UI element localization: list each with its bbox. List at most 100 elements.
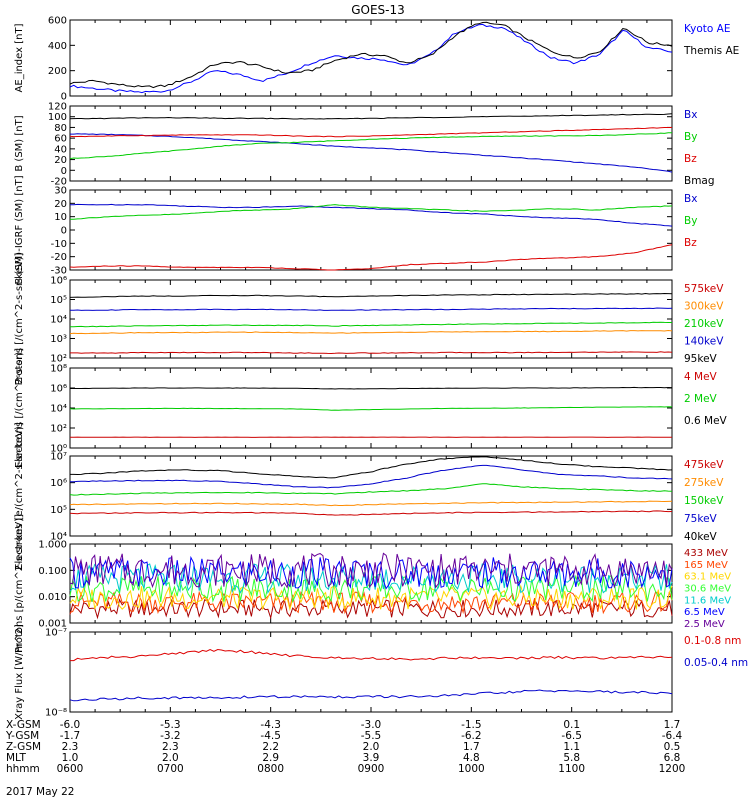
date-label: 2017 May 22 bbox=[6, 786, 74, 798]
y-tick-label: 0.010 bbox=[38, 592, 67, 603]
footer-value: -1.7 bbox=[60, 730, 81, 742]
y-tick-label: 10³ bbox=[50, 334, 67, 345]
legend-entry: 75keV bbox=[684, 513, 718, 525]
footer-row-label: Z-GSM bbox=[6, 741, 41, 753]
y-tick-label: 10⁴ bbox=[50, 532, 67, 543]
y-tick-label: 10⁶ bbox=[50, 384, 67, 395]
legend-entry: 150keV bbox=[684, 495, 724, 507]
legend-entry: Themis AE bbox=[683, 45, 739, 57]
panel-5: 10⁰ 10² 10⁴ 10⁶ 10⁸ Electrons [/(cm^2-s-sr)] 4… bbox=[14, 348, 728, 468]
legend-entry: 30.6 MeV bbox=[684, 584, 731, 595]
y-tick-label: 600 bbox=[48, 16, 67, 27]
series-line-by bbox=[70, 204, 673, 220]
footer-row-label: MLT bbox=[6, 752, 26, 764]
y-tick-label: 10⁴ bbox=[50, 315, 67, 326]
y-tick-label: 80 bbox=[54, 123, 67, 134]
panel-frame bbox=[69, 279, 673, 359]
y-tick-label: -30 bbox=[51, 266, 67, 277]
y-tick-label: 10⁴ bbox=[50, 404, 67, 415]
legend-entry: 300keV bbox=[684, 301, 724, 313]
y-tick-label: 200 bbox=[48, 66, 67, 77]
y-axis-label: Protons [p/(cm^2-s-sr-keV)] bbox=[14, 514, 25, 653]
y-tick-label: 30 bbox=[54, 186, 67, 197]
panel-3: -30 -20 -10 0 10 20 30 B (SM)-IGRF (SM) [nT] Bx B… bbox=[14, 175, 697, 284]
legend-entry: 140keV bbox=[684, 336, 724, 348]
panel-1: 0 200 400 600 AE_index [nT] Kyoto AE Themis AE bbox=[14, 16, 739, 103]
y-tick-label: 20 bbox=[54, 199, 67, 210]
y-axis-label: Electrons [/(cm^2-s-sr)] bbox=[14, 348, 25, 468]
footer-value: -6.0 bbox=[60, 719, 81, 731]
y-axis-label: Xray Flux [W/m^2] bbox=[14, 624, 25, 720]
y-tick-label: 100 bbox=[48, 112, 67, 123]
series-line-140kev bbox=[69, 307, 673, 311]
footer-value: 0.5 bbox=[664, 741, 681, 753]
y-tick-label: 10⁻⁷ bbox=[45, 628, 67, 639]
orbit-footer: X-GSM -6.0 -5.3 -4.3 -3.0 -1.5 0.1 1.7 Y-GSM -1.7… bbox=[5, 719, 685, 775]
footer-value: 1000 bbox=[458, 763, 485, 775]
footer-row-label: hhmm bbox=[6, 763, 40, 775]
footer-value: -5.3 bbox=[160, 719, 181, 731]
footer-value: 2.2 bbox=[262, 741, 279, 753]
legend-entry: 575keV bbox=[684, 283, 724, 295]
panel-frame bbox=[69, 189, 673, 271]
y-tick-label: 10⁸ bbox=[50, 364, 67, 375]
footer-value: 1.1 bbox=[563, 741, 580, 753]
legend-entry: 475keV bbox=[684, 459, 724, 471]
y-tick-label: 60 bbox=[54, 134, 67, 145]
y-tick-label: 0 bbox=[61, 166, 67, 177]
footer-row-label: X-GSM bbox=[6, 719, 41, 731]
panel-7: 0.001 0.010 0.100 1.000 Protons [p/(cm^2-s-s… bbox=[14, 514, 731, 653]
panel-4: 10² 10³ 10⁴ 10⁵ 10⁶ Protons [/(cm^2-s-sr-keV)… bbox=[14, 253, 724, 386]
legend-entry: 275keV bbox=[684, 477, 724, 489]
footer-value: 0700 bbox=[157, 763, 184, 775]
legend-entry: By bbox=[684, 215, 697, 227]
panel-8: 10⁻⁸ 10⁻⁷ Xray Flux [W/m^2] 0.1-0.8 nm 0.05-… bbox=[14, 624, 748, 720]
footer-value: 2.0 bbox=[162, 752, 179, 764]
footer-value: -6.5 bbox=[561, 730, 582, 742]
footer-value: 1.7 bbox=[463, 741, 480, 753]
series-line-bz bbox=[69, 244, 673, 271]
y-axis-label: B (SM)-IGRF (SM) [nT] bbox=[14, 175, 25, 284]
legend-entry: 433 MeV bbox=[684, 548, 728, 559]
y-tick-label: 40 bbox=[54, 144, 67, 155]
y-tick-label: 10⁵ bbox=[50, 295, 67, 306]
footer-value: 2.9 bbox=[262, 752, 279, 764]
legend-entry: 2 MeV bbox=[684, 393, 718, 405]
footer-value: -6.2 bbox=[461, 730, 482, 742]
series-line-6-5-mev bbox=[69, 555, 673, 590]
y-tick-label: 0 bbox=[61, 226, 67, 237]
y-tick-label: -10 bbox=[51, 239, 67, 250]
footer-value: -4.5 bbox=[260, 730, 281, 742]
series-line-0-6-mev bbox=[70, 386, 673, 390]
y-tick-label: 10 bbox=[54, 212, 67, 223]
legend-entry: 95keV bbox=[684, 353, 718, 365]
legend-entry: Bz bbox=[684, 153, 697, 165]
series-line-2-5-mev bbox=[69, 552, 673, 589]
series-line-by bbox=[69, 132, 673, 160]
y-tick-label: -20 bbox=[51, 252, 67, 263]
series-line-150kev bbox=[69, 483, 673, 496]
footer-value: -3.2 bbox=[160, 730, 181, 742]
footer-value: 1200 bbox=[659, 763, 686, 775]
legend-entry: 11.6 MeV bbox=[684, 595, 731, 606]
legend-entry: Bmag bbox=[684, 175, 715, 187]
series-line-40kev bbox=[70, 456, 673, 479]
footer-value: 1100 bbox=[558, 763, 585, 775]
footer-value: 0800 bbox=[257, 763, 284, 775]
series-line-75kev bbox=[70, 464, 673, 489]
footer-value: 0.1 bbox=[563, 719, 580, 731]
legend-entry: Bx bbox=[684, 193, 697, 205]
legend-entry: 210keV bbox=[684, 318, 724, 330]
panel-6: 10⁴ 10⁵ 10⁶ 10⁷ Electrons [e/(cm^2-s-sr-keV)… bbox=[14, 422, 724, 570]
legend-entry: Kyoto AE bbox=[684, 23, 730, 35]
plot-title: GOES-13 bbox=[351, 3, 405, 17]
y-tick-label: 400 bbox=[48, 41, 67, 52]
footer-value: -1.5 bbox=[461, 719, 482, 731]
series-line-95kev bbox=[69, 292, 673, 298]
y-tick-label: 0 bbox=[61, 92, 67, 103]
footer-value: 4.8 bbox=[463, 752, 480, 764]
footer-value: -4.3 bbox=[260, 719, 281, 731]
series-line-2-mev bbox=[69, 406, 673, 411]
